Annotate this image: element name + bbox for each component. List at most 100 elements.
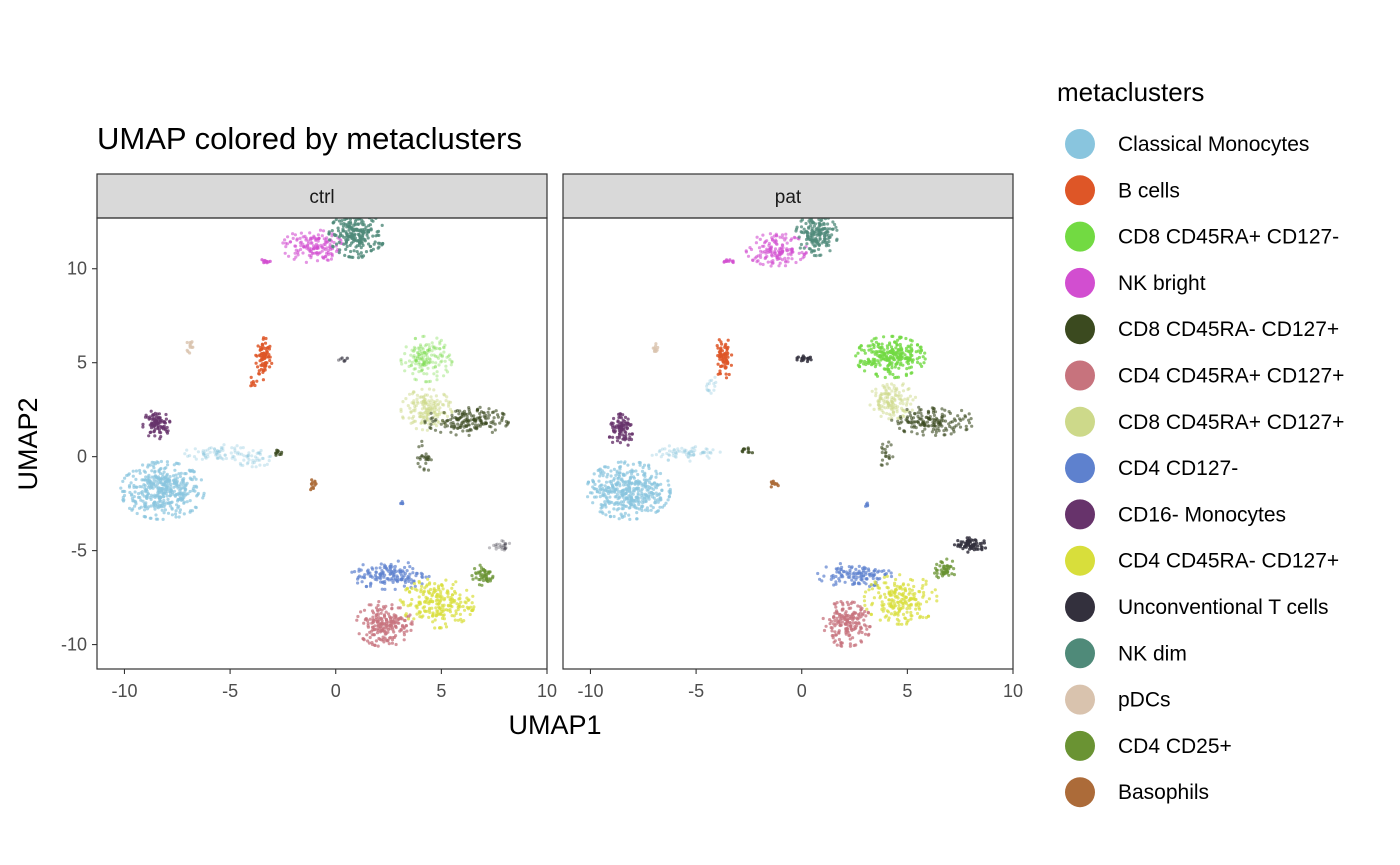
data-point <box>617 432 622 436</box>
data-point <box>215 456 220 461</box>
data-point <box>894 577 898 582</box>
data-point <box>471 422 475 426</box>
data-point <box>478 563 482 567</box>
data-point <box>452 422 456 427</box>
data-point <box>934 430 938 434</box>
data-point <box>893 604 898 608</box>
data-point <box>718 351 722 355</box>
data-point <box>419 588 423 592</box>
data-point <box>634 469 638 473</box>
data-point <box>612 478 616 482</box>
data-point <box>945 557 949 561</box>
data-point <box>820 241 824 245</box>
data-point <box>602 503 607 507</box>
data-point <box>897 366 901 370</box>
data-point <box>916 603 921 607</box>
data-point <box>960 408 964 413</box>
data-point <box>298 241 302 245</box>
data-point <box>284 245 288 249</box>
data-point <box>765 254 769 258</box>
data-point <box>957 543 961 547</box>
data-point <box>431 620 435 624</box>
data-point <box>950 559 955 563</box>
data-point <box>898 335 902 339</box>
legend-label: B cells <box>1118 179 1180 202</box>
legend-swatch <box>1065 499 1095 530</box>
data-point <box>887 440 891 444</box>
data-point <box>814 230 818 234</box>
data-point <box>376 576 380 580</box>
data-point <box>907 387 911 391</box>
data-point <box>863 351 867 355</box>
data-point <box>174 509 178 513</box>
data-point <box>415 571 419 575</box>
data-point <box>592 472 596 476</box>
data-point <box>129 481 133 485</box>
data-point <box>900 420 904 424</box>
data-point <box>617 495 622 499</box>
data-point <box>848 642 853 646</box>
data-point <box>407 590 411 594</box>
data-point <box>700 451 705 455</box>
data-point <box>636 491 640 496</box>
data-point <box>854 354 858 358</box>
data-point <box>146 465 150 469</box>
data-point <box>891 334 895 338</box>
data-point <box>308 231 312 235</box>
data-point <box>624 491 628 495</box>
data-point <box>373 643 377 648</box>
data-point <box>434 418 438 422</box>
data-point <box>411 372 415 376</box>
data-point <box>931 427 936 431</box>
data-point <box>449 604 453 608</box>
data-point <box>471 608 475 613</box>
data-point <box>223 453 227 457</box>
points-pat <box>586 218 988 648</box>
legend-item: B cells <box>1065 175 1180 206</box>
data-point <box>682 448 687 452</box>
data-point <box>598 474 602 478</box>
data-point <box>883 615 887 619</box>
data-point <box>866 344 870 348</box>
data-point <box>142 469 146 473</box>
data-point <box>417 595 421 599</box>
data-point <box>645 488 649 492</box>
data-point <box>642 482 646 486</box>
data-point <box>769 485 773 489</box>
data-point <box>200 457 204 461</box>
data-point <box>971 538 975 542</box>
data-point <box>848 644 853 648</box>
data-point <box>454 612 458 616</box>
data-point <box>385 568 389 572</box>
data-point <box>286 235 290 239</box>
data-point <box>342 359 346 364</box>
data-point <box>775 242 779 246</box>
data-point <box>804 221 808 226</box>
data-point <box>889 602 893 606</box>
data-point <box>615 439 620 443</box>
data-point <box>904 403 909 407</box>
data-point <box>311 247 315 251</box>
data-point <box>500 547 504 551</box>
data-point <box>259 367 263 371</box>
data-point <box>423 350 427 355</box>
data-point <box>917 606 921 610</box>
data-point <box>425 583 429 587</box>
data-point <box>494 543 498 547</box>
data-point <box>889 345 894 349</box>
data-point <box>866 610 870 615</box>
data-point <box>952 567 956 571</box>
x-tick-label: -5 <box>688 681 704 701</box>
data-point <box>244 454 249 458</box>
data-point <box>507 541 512 546</box>
data-point <box>293 233 297 237</box>
data-point <box>443 425 447 429</box>
data-point <box>182 500 186 504</box>
data-point <box>143 415 148 419</box>
data-point <box>465 424 469 428</box>
data-point <box>687 451 691 456</box>
data-point <box>860 613 865 617</box>
data-point <box>386 620 390 624</box>
data-point <box>171 474 176 478</box>
data-point <box>612 467 617 471</box>
